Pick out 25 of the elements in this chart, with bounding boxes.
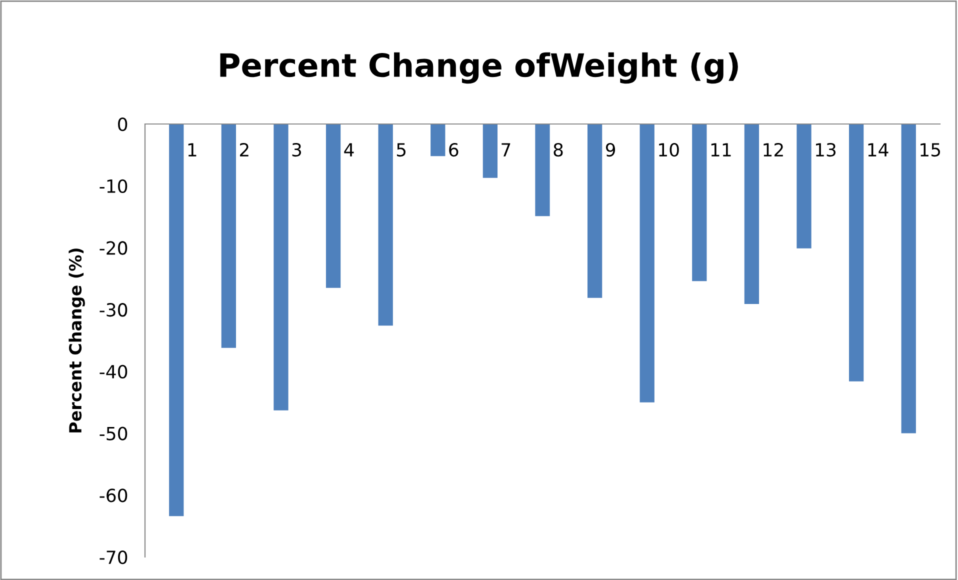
x-tick-label: 5 (396, 143, 406, 157)
x-tick-label: 15 (920, 143, 940, 157)
x-tick-label: 14 (868, 143, 888, 156)
y-tick-label: -10 (100, 179, 128, 193)
x-tick-label: 10 (659, 142, 679, 157)
x-tick-label: 12 (764, 142, 783, 156)
x-tick-label: 2 (240, 142, 248, 156)
x-tick-label: 13 (816, 142, 836, 157)
y-tick-label: -60 (100, 488, 128, 502)
y-tick-label: -50 (100, 426, 128, 440)
y-tick-label: 0 (118, 117, 128, 132)
x-tick-label: 11 (711, 143, 731, 156)
x-tick-label: 9 (606, 142, 616, 157)
x-tick-label: 8 (554, 142, 563, 157)
y-tick-label: -20 (100, 241, 128, 255)
y-axis-title: Percent Change (%) (68, 248, 85, 432)
x-tick-label: 6 (449, 142, 458, 157)
x-tick-label: 1 (188, 143, 196, 156)
y-tick-label: -70 (100, 550, 128, 564)
x-tick-label: 4 (344, 143, 354, 156)
chart-title: Percent Change ofWeight (g) (220, 52, 738, 84)
y-tick-label: -40 (100, 364, 128, 379)
y-tick-label: -30 (100, 303, 128, 317)
x-tick-label: 3 (292, 142, 302, 157)
x-tick-label: 7 (502, 143, 510, 156)
